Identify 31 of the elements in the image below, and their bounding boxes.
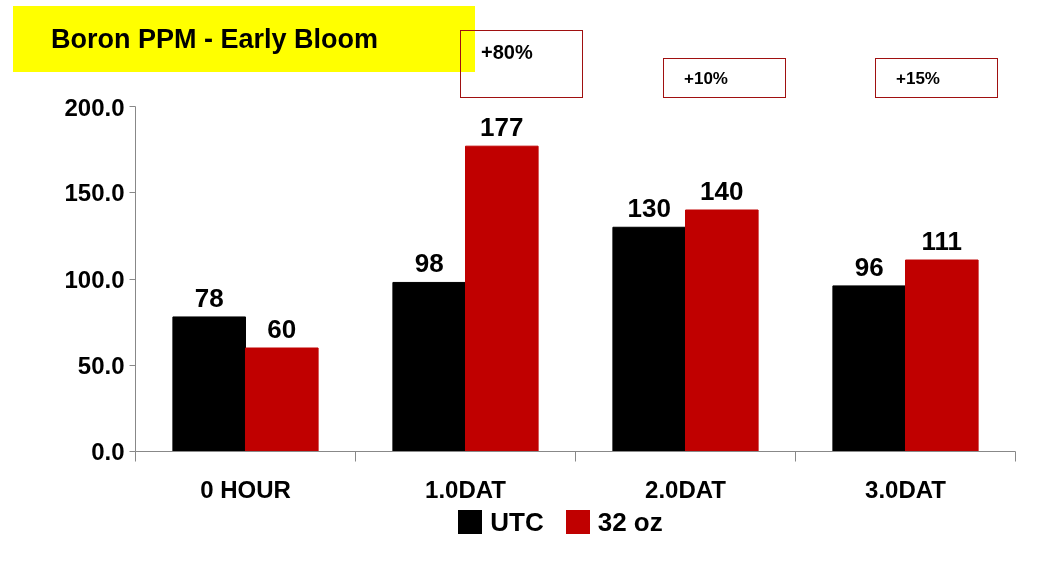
bar bbox=[612, 226, 686, 452]
bar bbox=[172, 316, 246, 452]
text: +80% bbox=[460, 30, 583, 98]
text: +15% bbox=[875, 58, 998, 98]
y-tick-label: 200.0 bbox=[64, 93, 125, 121]
legend-label: UTC bbox=[490, 506, 544, 537]
data-label: 60 bbox=[267, 314, 297, 344]
y-tick-label: 100.0 bbox=[64, 265, 125, 293]
bar bbox=[392, 281, 466, 452]
data-label: 111 bbox=[921, 226, 963, 257]
x-tick-label: 0 HOUR bbox=[200, 475, 291, 503]
data-label: 140 bbox=[700, 176, 744, 206]
bar bbox=[832, 285, 906, 452]
data-label: 78 bbox=[194, 282, 224, 313]
y-tick-label: 50.0 bbox=[77, 351, 125, 379]
chart-title: Boron PPM - Early Bloom bbox=[13, 6, 475, 72]
y-tick-label: 0.0 bbox=[91, 438, 125, 465]
x-tick-label: 2.0DAT bbox=[645, 475, 727, 503]
legend-label: 32 oz bbox=[597, 506, 663, 537]
x-tick-label: 3.0DAT bbox=[865, 475, 947, 503]
data-label: 177 bbox=[480, 112, 524, 143]
bar bbox=[905, 259, 979, 452]
bar bbox=[245, 347, 319, 452]
data-label: 130 bbox=[627, 193, 671, 224]
bar bbox=[465, 145, 539, 452]
y-tick-label: 150.0 bbox=[64, 179, 125, 207]
data-label: 98 bbox=[414, 248, 444, 279]
data-label: 96 bbox=[854, 251, 884, 282]
x-tick-label: 1.0DAT bbox=[425, 475, 507, 503]
bar bbox=[685, 209, 759, 452]
text: +10% bbox=[663, 58, 786, 98]
